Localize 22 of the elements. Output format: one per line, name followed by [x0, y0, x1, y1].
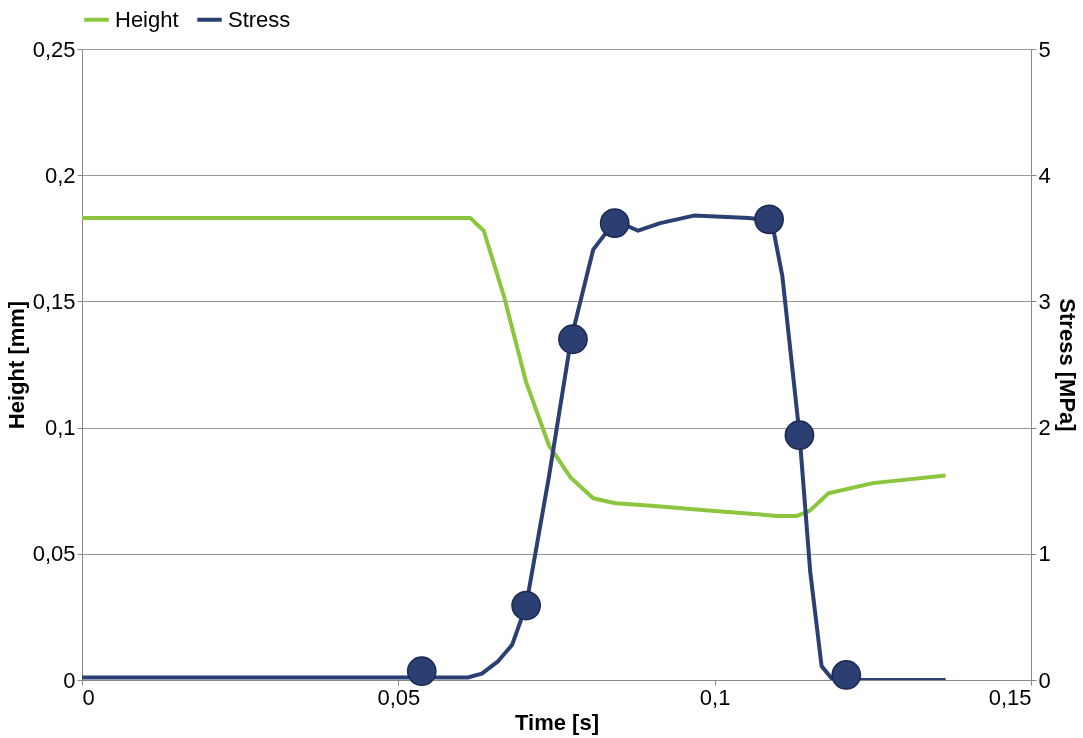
- x-tick-label: 0,05: [377, 684, 421, 710]
- y2-tick-label: 3: [1038, 288, 1051, 314]
- x-tick-label: 0: [82, 684, 95, 710]
- legend-label: Stress: [228, 6, 291, 32]
- y2-tick-label: 4: [1038, 162, 1051, 188]
- y-tick-label: 0: [63, 667, 76, 693]
- y-tick-label: 0,2: [44, 162, 76, 188]
- x-tick-label: 0,1: [699, 684, 731, 710]
- y2-axis-title: Stress [MPa]: [1054, 298, 1080, 432]
- y-tick-label: 0,15: [32, 288, 76, 314]
- y-tick-label: 0,05: [32, 541, 76, 567]
- y-tick-label: 0,25: [32, 36, 76, 62]
- y-axis-title: Height [mm]: [3, 300, 29, 430]
- x-tick-label: 0,15: [988, 684, 1032, 710]
- line-series: [82, 216, 948, 518]
- x-axis-title: Time [s]: [515, 709, 599, 735]
- y2-tick-label: 0: [1038, 667, 1051, 693]
- y2-tick-label: 5: [1038, 36, 1051, 62]
- legend-label: Height: [115, 6, 179, 32]
- y-tick-label: 0,1: [44, 415, 76, 441]
- y2-tick-label: 2: [1038, 415, 1051, 441]
- y2-tick-label: 1: [1038, 541, 1051, 567]
